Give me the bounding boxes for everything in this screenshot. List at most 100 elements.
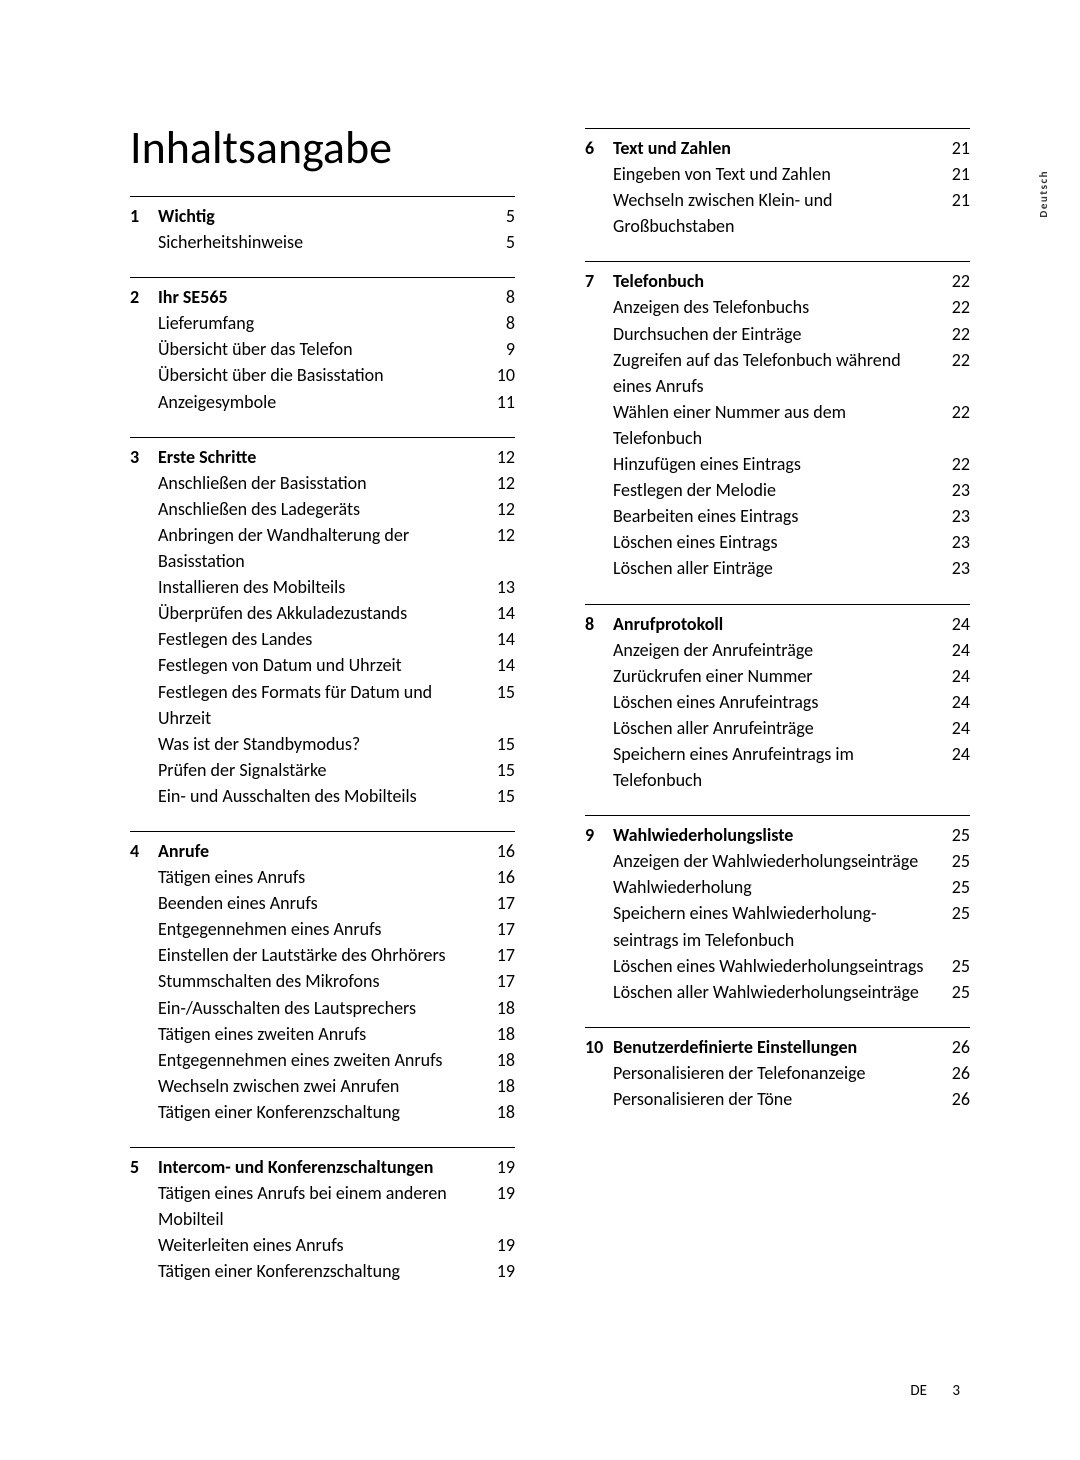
section-title: Wichtig bbox=[158, 203, 485, 229]
section-number: 2 bbox=[130, 284, 158, 310]
entry-page: 12 bbox=[485, 522, 515, 548]
entry-page: 12 bbox=[485, 496, 515, 522]
entry-page: 22 bbox=[940, 321, 970, 347]
entry-label: Wechseln zwischen Klein- und Großbuchsta… bbox=[613, 187, 940, 239]
entry-label: Wahlwiederholung bbox=[613, 874, 940, 900]
section-title: Anrufprotokoll bbox=[613, 611, 940, 637]
entry-page: 14 bbox=[485, 600, 515, 626]
entry-page: 18 bbox=[485, 1099, 515, 1125]
entry-label: Personalisieren der Telefonanzeige bbox=[613, 1060, 940, 1086]
entry-page: 23 bbox=[940, 477, 970, 503]
toc-entry: Tätigen einer Konferenzschaltung18 bbox=[130, 1099, 515, 1125]
section-page: 22 bbox=[940, 268, 970, 294]
entry-label: Prüfen der Signalstärke bbox=[158, 757, 485, 783]
entry-label: Festlegen des Landes bbox=[158, 626, 485, 652]
toc-entry: Hinzufügen eines Eintrags22 bbox=[585, 451, 970, 477]
toc-entry: Zugreifen auf das Telefonbuch während ei… bbox=[585, 347, 970, 399]
toc-entry: Tätigen einer Konferenzschaltung19 bbox=[130, 1258, 515, 1284]
entry-page: 18 bbox=[485, 995, 515, 1021]
toc-section-heading: 10Benutzerdefinierte Einstellungen26 bbox=[585, 1034, 970, 1060]
entry-label: Einstellen der Lautstärke des Ohrhörers bbox=[158, 942, 485, 968]
toc-section: 4Anrufe16Tätigen eines Anrufs16Beenden e… bbox=[130, 831, 515, 1125]
entry-label: Tätigen einer Konferenzschaltung bbox=[158, 1258, 485, 1284]
entry-page: 15 bbox=[485, 731, 515, 757]
footer-lang: DE bbox=[910, 1382, 927, 1400]
section-page: 5 bbox=[485, 203, 515, 229]
entry-page: 15 bbox=[485, 757, 515, 783]
toc-entry: Anbringen der Wandhalterung der Basissta… bbox=[130, 522, 515, 574]
entry-page: 14 bbox=[485, 626, 515, 652]
page-footer: DE 3 bbox=[910, 1382, 960, 1400]
section-page: 8 bbox=[485, 284, 515, 310]
toc-entry: Tätigen eines zweiten Anrufs18 bbox=[130, 1021, 515, 1047]
entry-page: 22 bbox=[940, 347, 970, 373]
section-number: 7 bbox=[585, 268, 613, 294]
entry-label: Löschen aller Anrufeinträge bbox=[613, 715, 940, 741]
toc-entry: Tätigen eines Anrufs bei einem anderen M… bbox=[130, 1180, 515, 1232]
entry-page: 18 bbox=[485, 1047, 515, 1073]
toc-entry: Personalisieren der Telefonanzeige26 bbox=[585, 1060, 970, 1086]
entry-page: 25 bbox=[940, 900, 970, 926]
entry-page: 23 bbox=[940, 529, 970, 555]
toc-entry: Wahlwiederholung25 bbox=[585, 874, 970, 900]
entry-label: Zugreifen auf das Telefonbuch während ei… bbox=[613, 347, 940, 399]
toc-entry: Speichern eines Anrufeintrags im Telefon… bbox=[585, 741, 970, 793]
entry-page: 24 bbox=[940, 637, 970, 663]
section-title: Erste Schritte bbox=[158, 444, 485, 470]
section-page: 25 bbox=[940, 822, 970, 848]
entry-label: Bearbeiten eines Eintrags bbox=[613, 503, 940, 529]
toc-entry: Ein-/Ausschalten des Lautsprechers18 bbox=[130, 995, 515, 1021]
toc-entry: Weiterleiten eines Anrufs19 bbox=[130, 1232, 515, 1258]
toc-section-heading: 5Intercom- und Konferenzschaltungen19 bbox=[130, 1154, 515, 1180]
toc-section-heading: 8Anrufprotokoll24 bbox=[585, 611, 970, 637]
section-title: Telefonbuch bbox=[613, 268, 940, 294]
entry-page: 25 bbox=[940, 874, 970, 900]
toc-entry: Anzeigen des Telefonbuchs22 bbox=[585, 294, 970, 320]
toc-entry: Tätigen eines Anrufs16 bbox=[130, 864, 515, 890]
toc-entry: Anzeigesymbole11 bbox=[130, 389, 515, 415]
entry-label: Löschen eines Eintrags bbox=[613, 529, 940, 555]
entry-page: 17 bbox=[485, 942, 515, 968]
entry-page: 24 bbox=[940, 689, 970, 715]
language-tab: Deutsch bbox=[1037, 170, 1050, 218]
entry-label: Eingeben von Text und Zahlen bbox=[613, 161, 940, 187]
toc-section: 9Wahlwiederholungsliste25Anzeigen der Wa… bbox=[585, 815, 970, 1005]
entry-label: Löschen eines Anrufeintrags bbox=[613, 689, 940, 715]
right-column: 6Text und Zahlen21Eingeben von Text und … bbox=[585, 120, 970, 1284]
toc-entry: Löschen eines Eintrags23 bbox=[585, 529, 970, 555]
toc-section: 6Text und Zahlen21Eingeben von Text und … bbox=[585, 128, 970, 239]
section-title: Intercom- und Konferenzschaltungen bbox=[158, 1154, 485, 1180]
entry-label: Zurückrufen einer Nummer bbox=[613, 663, 940, 689]
toc-entry: Übersicht über das Telefon9 bbox=[130, 336, 515, 362]
toc-section-heading: 1Wichtig5 bbox=[130, 203, 515, 229]
entry-label: Speichern eines Wahlwiederholung­seintra… bbox=[613, 900, 940, 952]
toc-entry: Installieren des Mobilteils13 bbox=[130, 574, 515, 600]
entry-page: 18 bbox=[485, 1021, 515, 1047]
section-title: Text und Zahlen bbox=[613, 135, 940, 161]
section-number: 8 bbox=[585, 611, 613, 637]
entry-page: 22 bbox=[940, 399, 970, 425]
entry-label: Löschen eines Wahlwiederholung­seintrags bbox=[613, 953, 940, 979]
toc-entry: Beenden eines Anrufs17 bbox=[130, 890, 515, 916]
toc-entry: Überprüfen des Akkuladezustands14 bbox=[130, 600, 515, 626]
entry-page: 8 bbox=[485, 310, 515, 336]
entry-page: 24 bbox=[940, 741, 970, 767]
entry-label: Stummschalten des Mikrofons bbox=[158, 968, 485, 994]
toc-entry: Personalisieren der Töne26 bbox=[585, 1086, 970, 1112]
entry-label: Personalisieren der Töne bbox=[613, 1086, 940, 1112]
entry-page: 17 bbox=[485, 916, 515, 942]
toc-section-heading: 2Ihr SE5658 bbox=[130, 284, 515, 310]
entry-page: 24 bbox=[940, 663, 970, 689]
entry-label: Anzeigen des Telefonbuchs bbox=[613, 294, 940, 320]
entry-page: 23 bbox=[940, 503, 970, 529]
section-page: 19 bbox=[485, 1154, 515, 1180]
entry-page: 24 bbox=[940, 715, 970, 741]
entry-page: 17 bbox=[485, 890, 515, 916]
page-title: Inhaltsangabe bbox=[130, 120, 515, 176]
entry-label: Entgegennehmen eines zweiten Anrufs bbox=[158, 1047, 485, 1073]
entry-page: 15 bbox=[485, 783, 515, 809]
entry-page: 19 bbox=[485, 1258, 515, 1284]
entry-page: 5 bbox=[485, 229, 515, 255]
toc-entry: Festlegen von Datum und Uhrzeit14 bbox=[130, 652, 515, 678]
toc-entry: Festlegen des Landes14 bbox=[130, 626, 515, 652]
